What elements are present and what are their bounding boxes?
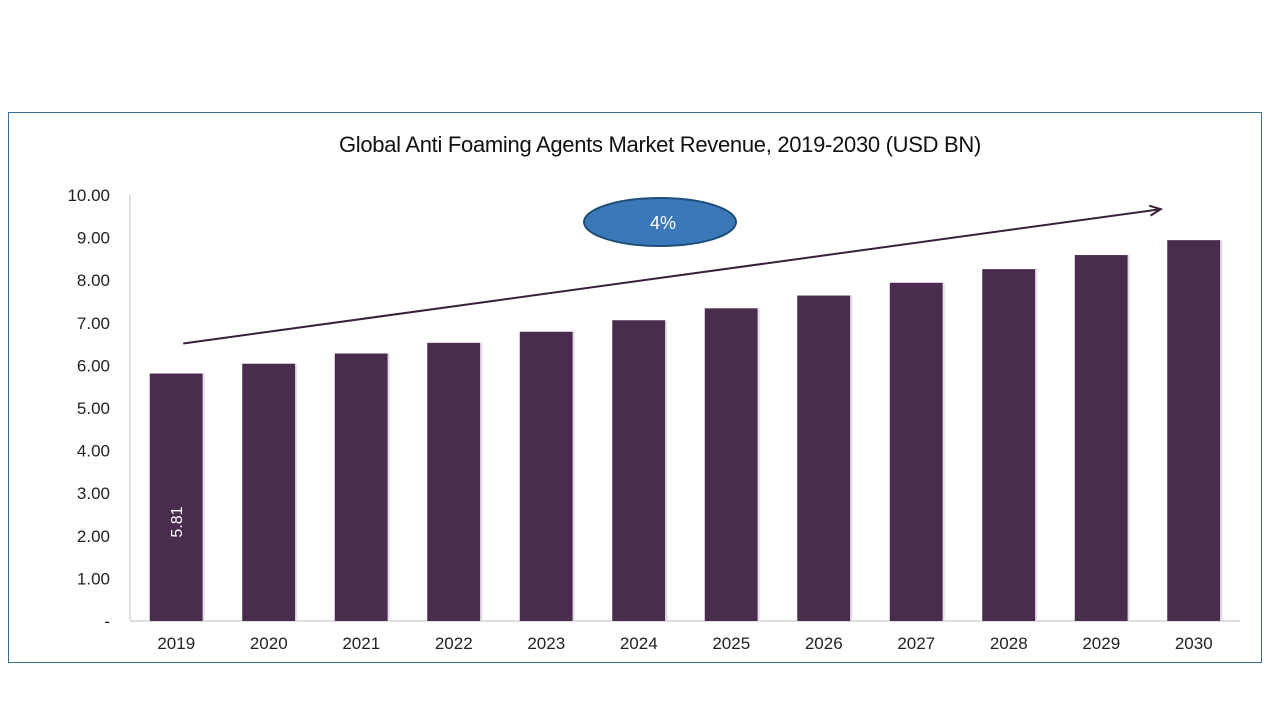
bar [1167,240,1221,621]
bars [149,240,1223,622]
y-tick-label: 1.00 [77,569,110,588]
growth-annotation: 4% [583,197,737,247]
x-tick-label: 2022 [435,634,473,653]
x-tick-label: 2021 [342,634,380,653]
bar [982,269,1036,621]
annotation-ellipse [583,197,737,247]
bar [1074,255,1128,622]
x-tick-label: 2028 [990,634,1028,653]
y-tick-label: 6.00 [77,356,110,375]
y-tick-label: 4.00 [77,442,110,461]
x-axis: 2019 2020 2021 2022 2023 2024 2025 2026 2027 2028… [130,620,1240,653]
bar [612,320,666,621]
y-tick-label: 5.00 [77,399,110,418]
bar [519,331,573,621]
x-tick-label: 2027 [897,634,935,653]
y-tick-label: 10.00 [67,186,110,205]
bar [889,282,943,621]
x-tick-label: 2020 [250,634,288,653]
x-tick-label: 2030 [1175,634,1213,653]
trend-arrowhead [1148,204,1164,217]
trend-arrow [183,204,1164,345]
bar [149,373,203,621]
y-tick-label: 2.00 [77,527,110,546]
data-labels: 5.81 [169,506,186,537]
data-label: 5.81 [169,506,186,537]
bar [797,295,851,621]
y-axis: - 1.00 2.00 3.00 4.00 5.00 6.00 7.00 8.00 9.00 10.… [67,186,131,631]
x-tick-label: 2024 [620,634,658,653]
trend-line [183,208,1161,345]
x-tick-label: 2029 [1082,634,1120,653]
y-tick-label: 9.00 [77,229,110,248]
chart-title: Global Anti Foaming Agents Market Revenu… [338,132,982,157]
bar [334,353,388,621]
bar [704,308,758,621]
y-tick-label: 8.00 [77,271,110,290]
x-tick-label: 2019 [157,634,195,653]
y-tick-label: 7.00 [77,314,110,333]
bar [242,363,296,621]
y-tick-label: - [104,612,110,631]
x-tick-label: 2023 [527,634,565,653]
y-tick-label: 3.00 [77,484,110,503]
x-tick-label: 2026 [805,634,843,653]
annotation-label: 4% [650,213,676,233]
bar [427,342,481,621]
x-tick-label: 2025 [712,634,750,653]
